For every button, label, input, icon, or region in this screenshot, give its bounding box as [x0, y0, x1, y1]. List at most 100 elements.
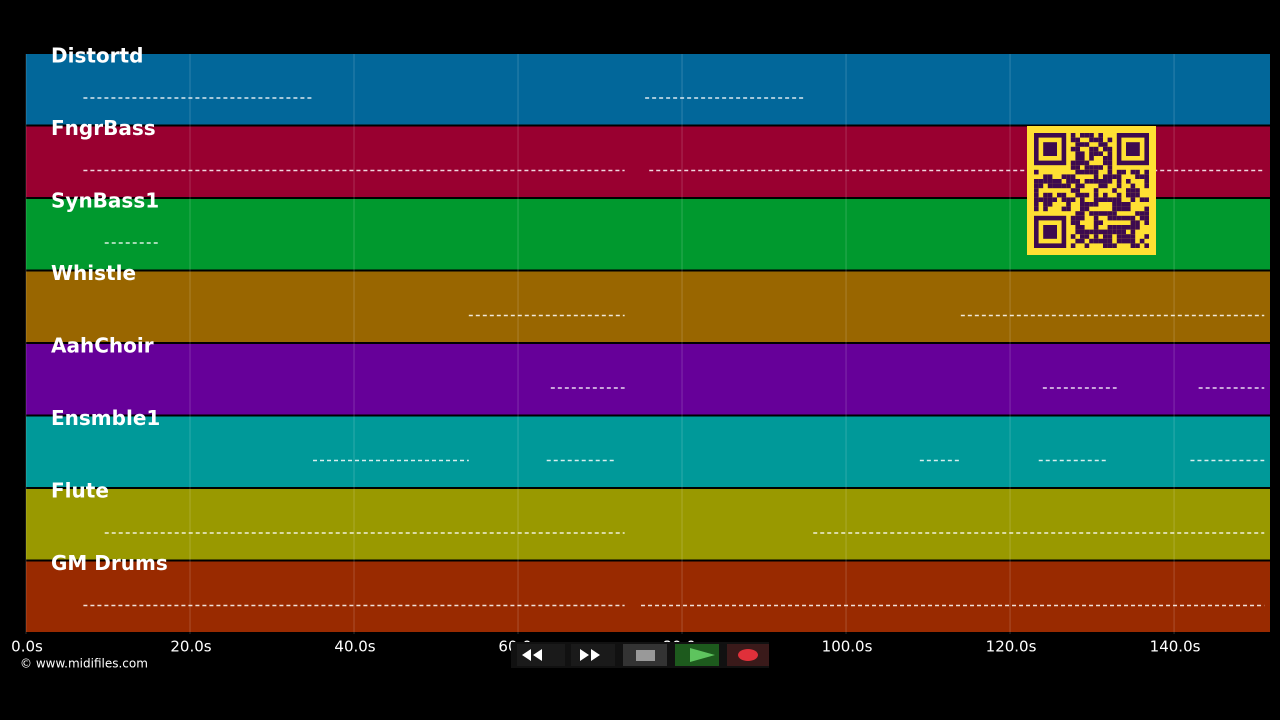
play-button[interactable]	[675, 644, 719, 666]
qr-module	[1107, 229, 1113, 235]
qr-module	[1121, 206, 1126, 212]
qr-module	[1103, 197, 1108, 202]
qr-module	[1139, 238, 1145, 244]
qr-module	[1084, 160, 1090, 166]
qr-module	[1057, 179, 1062, 184]
qr-module	[1135, 211, 1140, 216]
qr-module	[1089, 229, 1094, 235]
qr-module	[1103, 146, 1108, 152]
qr-module	[1047, 197, 1053, 202]
qr-module	[1126, 225, 1131, 230]
qr-module	[1107, 165, 1113, 170]
qr-module	[1116, 179, 1122, 184]
track-lane	[26, 54, 1270, 125]
qr-module	[1107, 160, 1113, 166]
qr-module	[1098, 137, 1103, 143]
qr-module	[1038, 179, 1044, 184]
qr-module	[1139, 174, 1145, 179]
qr-module	[1034, 197, 1039, 202]
qr-module	[1084, 229, 1090, 235]
qr-module	[1112, 206, 1117, 212]
qr-module	[1139, 197, 1145, 202]
qr-module	[1075, 146, 1080, 152]
fast-forward-button[interactable]	[571, 644, 615, 666]
qr-module	[1080, 238, 1085, 244]
qr-module	[1034, 179, 1039, 184]
qr-module	[1093, 146, 1099, 152]
qr-module	[1107, 238, 1113, 244]
qr-module	[1126, 234, 1131, 239]
qr-module	[1080, 202, 1085, 207]
track-names: Distortd FngrBass SynBass1 Whistle AahChoir E…	[51, 44, 168, 576]
qr-module	[1075, 165, 1080, 170]
qr-module	[1043, 174, 1048, 179]
qr-module	[1070, 188, 1076, 193]
track-name: Flute	[51, 479, 109, 503]
qr-module	[1070, 165, 1076, 170]
qr-module	[1144, 169, 1149, 175]
qr-module	[1038, 197, 1044, 202]
track-name: Whistle	[51, 261, 136, 285]
qr-module	[1089, 133, 1094, 138]
qr-module	[1107, 151, 1113, 156]
qr-module	[1130, 215, 1136, 221]
x-tick-label: 140.0s	[1150, 638, 1201, 656]
qr-module	[1075, 156, 1080, 161]
qr-module	[1112, 197, 1117, 202]
qr-module	[1052, 179, 1057, 184]
qr-module	[1093, 211, 1099, 216]
qr-module	[1107, 146, 1113, 152]
qr-module	[1080, 234, 1085, 239]
qr-module	[1061, 174, 1067, 179]
qr-module	[1047, 179, 1053, 184]
qr-module	[1070, 133, 1076, 138]
qr-module	[1126, 238, 1131, 244]
qr-module	[1121, 215, 1126, 221]
qr-module	[1126, 179, 1131, 184]
qr-module	[1098, 179, 1103, 184]
qr-module	[1066, 179, 1071, 184]
qr-module	[1093, 192, 1099, 198]
qr-module	[1112, 229, 1117, 235]
qr-module	[1061, 192, 1067, 198]
qr-module	[1084, 243, 1090, 248]
qr-module	[1034, 188, 1039, 193]
qr-module	[1130, 238, 1136, 244]
qr-module	[1103, 156, 1108, 161]
qr-module	[1144, 179, 1149, 184]
qr-module	[1080, 206, 1085, 212]
copyright: © www.midifiles.com	[20, 657, 148, 671]
qr-module	[1093, 179, 1099, 184]
qr-module	[1130, 225, 1136, 230]
qr-finder	[1043, 142, 1057, 156]
rewind-button[interactable]	[517, 644, 565, 666]
record-button[interactable]	[727, 644, 769, 666]
qr-module	[1093, 215, 1099, 221]
qr-module	[1093, 169, 1099, 175]
qr-module	[1130, 229, 1136, 235]
qr-module	[1034, 192, 1039, 198]
qr-module	[1084, 133, 1090, 138]
qr-module	[1135, 169, 1140, 175]
qr-module	[1034, 206, 1039, 212]
qr-module	[1098, 142, 1103, 147]
qr-module	[1066, 174, 1071, 179]
qr-module	[1089, 202, 1094, 207]
qr-module	[1066, 202, 1071, 207]
qr-module	[1144, 206, 1149, 212]
qr-module	[1112, 188, 1117, 193]
qr-module	[1093, 174, 1099, 179]
qr-module	[1103, 192, 1108, 198]
qr-module	[1130, 192, 1136, 198]
qr-module	[1080, 225, 1085, 230]
qr-module	[1061, 206, 1067, 212]
qr-module	[1121, 229, 1126, 235]
qr-module	[1075, 192, 1080, 198]
stop-button[interactable]	[623, 644, 667, 666]
qr-module	[1103, 160, 1108, 166]
qr-module	[1121, 225, 1126, 230]
qr-module	[1075, 160, 1080, 166]
qr-module	[1103, 211, 1108, 216]
qr-module	[1043, 192, 1048, 198]
